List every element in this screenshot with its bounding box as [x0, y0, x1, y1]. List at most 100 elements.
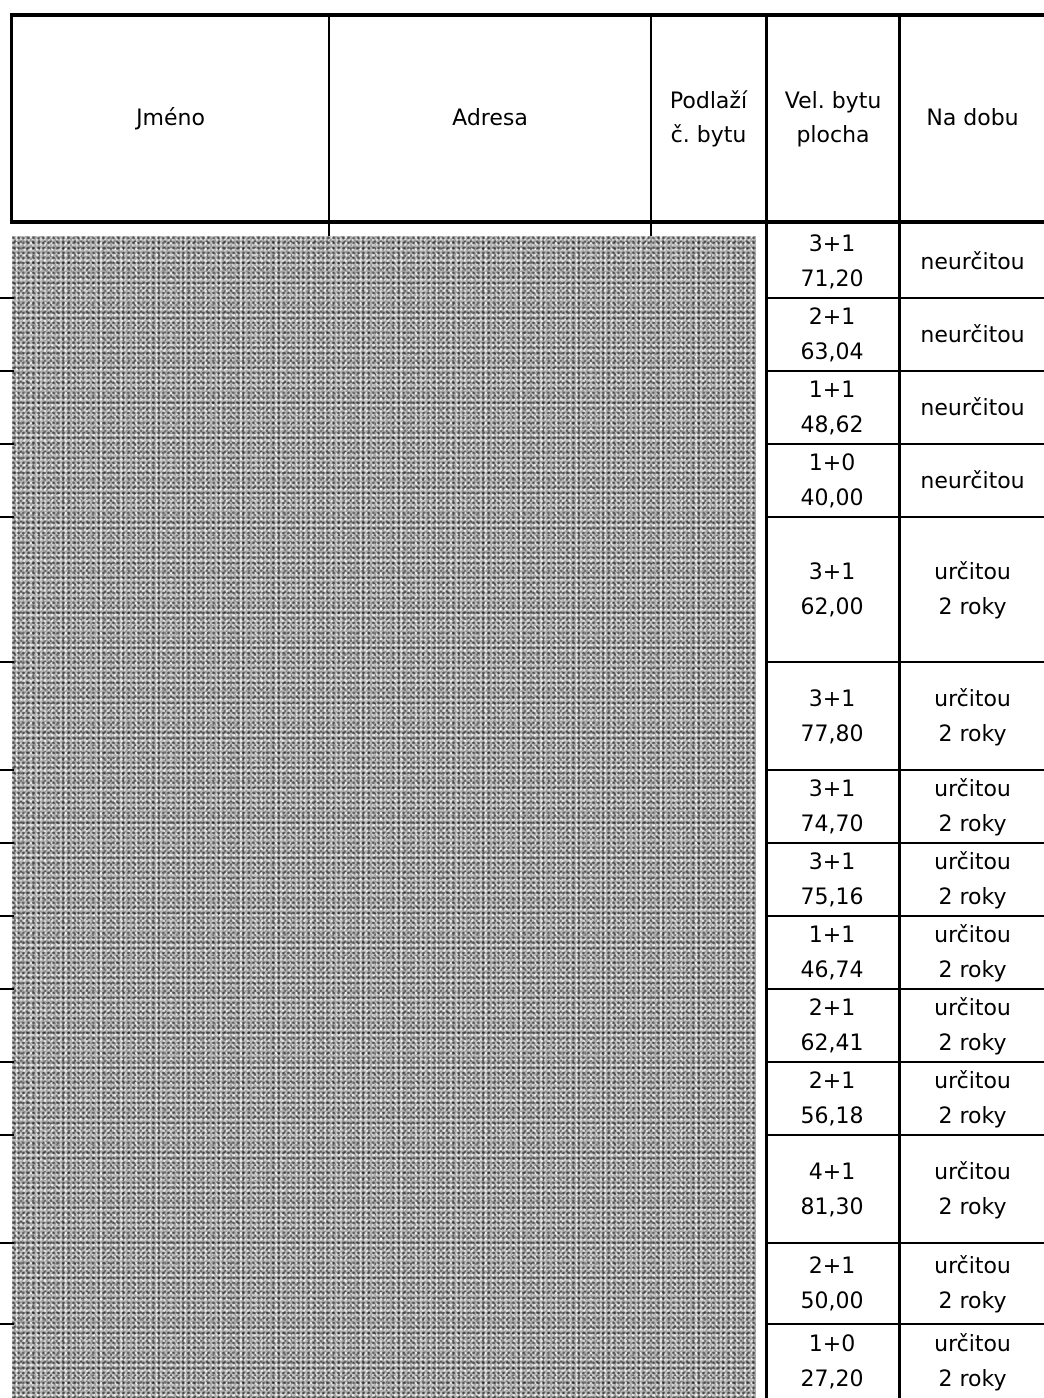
row-separator: [766, 988, 1044, 990]
table-row: 1+1 48,62 neurčitou: [766, 372, 1044, 444]
row-tick: [0, 1134, 14, 1136]
term-detail: 2 roky: [938, 812, 1007, 837]
term-detail: 2 roky: [938, 721, 1007, 747]
apartment-area: 71,20: [800, 267, 864, 292]
term-detail: 2 roky: [938, 958, 1007, 983]
table-row: 3+1 71,20 neurčitou: [766, 226, 1044, 298]
term-cell: neurčitou: [901, 372, 1044, 444]
apartment-area: 50,00: [800, 1289, 864, 1314]
term-cell: neurčitou: [901, 445, 1044, 517]
row-separator: [766, 915, 1044, 917]
apartment-type: 3+1: [808, 560, 856, 585]
term-type: určitou: [934, 560, 1011, 585]
apartment-area: 62,00: [800, 595, 864, 620]
row-separator: [766, 516, 1044, 518]
apartment-area: 75,16: [800, 885, 864, 910]
term-detail: 2 roky: [938, 595, 1007, 620]
apartment-area: 81,30: [800, 1194, 864, 1220]
apartment-area: 62,41: [800, 1031, 864, 1056]
term-type: neurčitou: [920, 322, 1025, 348]
term-cell: určitou 2 roky: [901, 518, 1044, 662]
header-floor: Podlaží č. bytu: [652, 17, 765, 220]
term-detail: 2 roky: [938, 1289, 1007, 1314]
row-separator: [766, 443, 1044, 445]
term-type: neurčitou: [920, 468, 1025, 494]
size-cell: 4+1 81,30: [766, 1136, 898, 1243]
header-name: Jméno: [13, 17, 328, 220]
term-cell: určitou 2 roky: [901, 1244, 1044, 1324]
table-row: 2+1 62,41 určitou 2 roky: [766, 990, 1044, 1062]
term-type: neurčitou: [920, 395, 1025, 421]
term-cell: určitou 2 roky: [901, 844, 1044, 916]
apartment-type: 2+1: [808, 1069, 856, 1094]
row-tick: [0, 1061, 14, 1063]
term-detail: 2 roky: [938, 1366, 1007, 1392]
apartment-type: 3+1: [808, 850, 856, 875]
apartment-type: 3+1: [808, 777, 856, 802]
apartment-area: 46,74: [800, 958, 864, 983]
term-cell: určitou 2 roky: [901, 990, 1044, 1062]
header-address: Adresa: [330, 17, 650, 220]
table-row: 4+1 81,30 určitou 2 roky: [766, 1136, 1044, 1243]
term-detail: 2 roky: [938, 1031, 1007, 1056]
term-type: neurčitou: [920, 249, 1025, 275]
row-separator: [766, 1061, 1044, 1063]
table-row: 3+1 62,00 určitou 2 roky: [766, 518, 1044, 662]
size-cell: 1+0 40,00: [766, 445, 898, 517]
row-tick: [0, 661, 14, 663]
size-cell: 1+0 27,20: [766, 1325, 898, 1398]
term-type: určitou: [934, 923, 1011, 948]
row-tick: [0, 443, 14, 445]
apartment-type: 2+1: [808, 305, 856, 330]
row-separator: [766, 1242, 1044, 1244]
table-row: 1+0 40,00 neurčitou: [766, 445, 1044, 517]
size-cell: 1+1 48,62: [766, 372, 898, 444]
size-cell: 2+1 62,41: [766, 990, 898, 1062]
table-row: 2+1 56,18 určitou 2 roky: [766, 1063, 1044, 1135]
apartment-type: 2+1: [808, 996, 856, 1021]
term-type: určitou: [934, 1254, 1011, 1279]
term-cell: určitou 2 roky: [901, 1063, 1044, 1135]
divider-floor-size: [765, 13, 768, 1398]
row-separator: [766, 297, 1044, 299]
header-left-border: [10, 13, 13, 224]
term-detail: 2 roky: [938, 885, 1007, 910]
term-detail: 2 roky: [938, 1194, 1007, 1220]
size-cell: 3+1 71,20: [766, 226, 898, 298]
apartment-type: 3+1: [808, 686, 856, 712]
size-cell: 2+1 63,04: [766, 299, 898, 371]
apartment-type: 1+1: [808, 378, 856, 403]
table-row: 1+1 46,74 určitou 2 roky: [766, 917, 1044, 989]
size-cell: 3+1 62,00: [766, 518, 898, 662]
table-row: 1+0 27,20 určitou 2 roky: [766, 1325, 1044, 1398]
term-cell: určitou 2 roky: [901, 917, 1044, 989]
term-type: určitou: [934, 1159, 1011, 1185]
row-separator: [766, 1323, 1044, 1325]
term-detail: 2 roky: [938, 1104, 1007, 1129]
divider-address-floor: [650, 13, 652, 237]
term-cell: neurčitou: [901, 299, 1044, 371]
row-separator: [766, 370, 1044, 372]
row-tick: [0, 842, 14, 844]
table-row: 2+1 63,04 neurčitou: [766, 299, 1044, 371]
apartment-area: 77,80: [800, 721, 864, 747]
header-top-border: [10, 13, 1044, 17]
row-tick: [0, 769, 14, 771]
apartment-type: 4+1: [808, 1159, 856, 1185]
header-size-label-2: plocha: [796, 122, 870, 148]
row-tick: [0, 370, 14, 372]
header-term-label: Na dobu: [926, 105, 1019, 131]
divider-size-term: [898, 13, 901, 1398]
apartment-area: 56,18: [800, 1104, 864, 1129]
apartment-area: 40,00: [800, 486, 864, 511]
row-separator: [766, 842, 1044, 844]
size-cell: 2+1 50,00: [766, 1244, 898, 1324]
term-cell: určitou 2 roky: [901, 663, 1044, 770]
term-type: určitou: [934, 996, 1011, 1021]
header-floor-label-2: č. bytu: [670, 122, 747, 148]
term-type: určitou: [934, 1331, 1011, 1357]
divider-name-address: [328, 13, 330, 237]
header-name-label: Jméno: [136, 105, 205, 131]
row-separator: [766, 1134, 1044, 1136]
apartment-area: 48,62: [800, 413, 864, 438]
